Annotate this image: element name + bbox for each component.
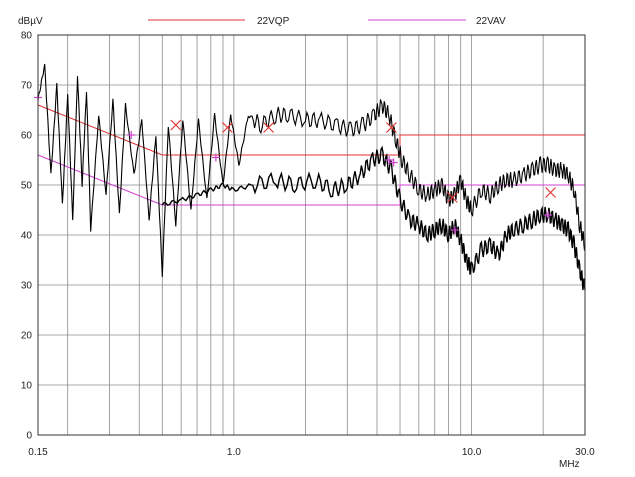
y-axis-unit-label: dBµV [18,16,43,27]
y-tick-label: 10 [21,381,33,392]
qp-marker [263,122,274,133]
average-trace [161,145,586,291]
x-tick-label: 10.0 [462,447,482,458]
qp-marker-stroke [386,122,397,133]
x-tick-label: 30.0 [575,447,595,458]
y-tick-label: 30 [21,281,33,292]
av-marker [544,211,553,219]
legend-qp-label: 22VQP [257,16,290,27]
x-tick-label: 0.15 [28,447,48,458]
av-marker [450,226,459,234]
qp-marker [222,122,233,133]
x-tick-label: 1.0 [227,447,241,458]
qp-marker [545,187,556,198]
y-tick-label: 80 [21,31,33,42]
y-axis-ticks: 0 10 20 30 40 50 60 70 80 [21,31,33,442]
y-tick-label: 70 [21,81,33,92]
traces [37,63,586,291]
peak-trace [37,63,586,277]
qp-marker-stroke [222,122,233,133]
legend-av-label: 22VAV [476,16,506,27]
grid [38,34,586,436]
qp-marker-stroke [263,122,274,133]
x-axis-unit-label: MHz [559,459,580,470]
qp-marker-stroke [170,119,182,131]
av-marker [385,156,394,164]
plot-frame [37,34,586,436]
qp-marker-stroke [545,187,556,198]
y-tick-label: 0 [26,431,32,442]
y-tick-label: 50 [21,181,33,192]
qp-marker-stroke [446,192,458,203]
x-axis-ticks: 0.15 1.0 10.0 30.0 [28,447,595,458]
qp-marker [386,122,397,133]
legend: 22VQP 22VAV [148,16,506,27]
qp-marker [446,192,458,203]
qp-limit-line [37,104,585,156]
qp-marker [170,119,182,131]
y-tick-label: 20 [21,331,33,342]
y-tick-label: 40 [21,231,33,242]
av-marker [389,158,398,167]
av-marker [127,131,136,139]
markers [34,93,556,234]
av-marker [211,153,220,162]
y-tick-label: 60 [21,131,33,142]
